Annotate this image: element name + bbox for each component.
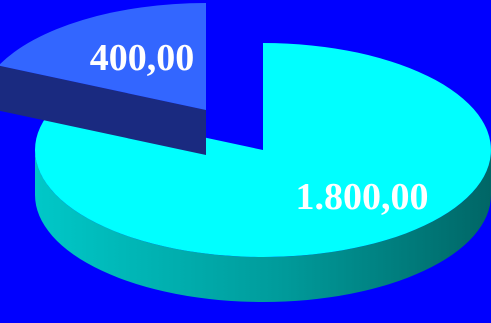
- slice-top-1800: [34, 43, 491, 257]
- data-label-1800: 1.800,00: [296, 176, 429, 218]
- slice-side-1800: [35, 150, 491, 302]
- slice-group-1800: [34, 43, 491, 302]
- slice-top-400: [0, 3, 206, 110]
- slice-group-400: [0, 3, 206, 155]
- slice-side-400: [0, 65, 206, 155]
- data-label-400: 400,00: [90, 37, 195, 79]
